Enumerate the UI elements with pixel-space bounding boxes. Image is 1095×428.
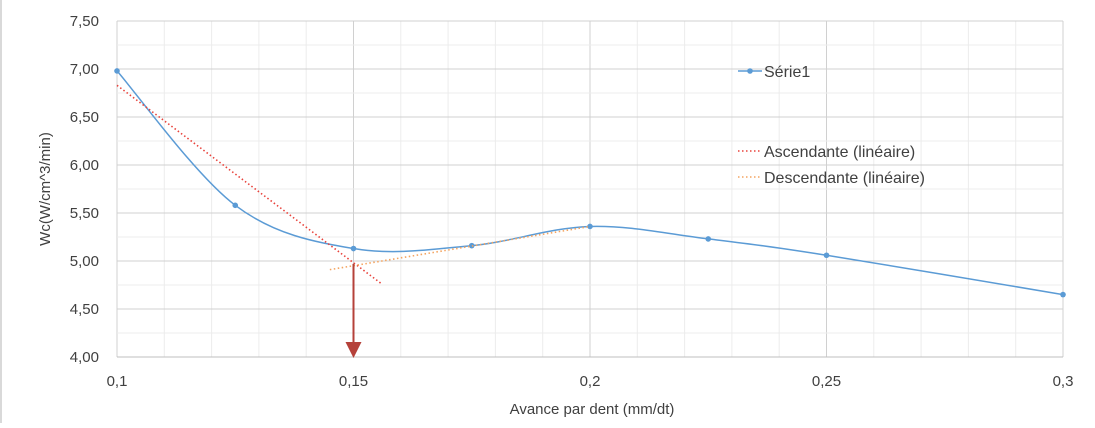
- tick-labels: 0,1 0,15 0,2 0,25 0,3 4,00 4,50 5,00 5,50 6,00 6,5…: [70, 13, 1074, 390]
- y-tick-label: 7,00: [70, 61, 99, 78]
- x-tick-label: 0,2: [580, 373, 601, 390]
- left-border: [0, 0, 2, 423]
- data-point: [350, 245, 357, 252]
- y-tick-label: 5,00: [70, 253, 99, 270]
- legend-label: Descendante (linéaire): [764, 170, 925, 187]
- annotation-layer: [345, 263, 362, 358]
- x-axis-label: Avance par dent (mm/dt): [510, 401, 675, 418]
- trendline-descendante: [329, 225, 591, 271]
- y-tick-label: 4,00: [70, 349, 99, 366]
- data-point: [468, 242, 475, 249]
- x-tick-label: 0,1: [107, 373, 128, 390]
- y-tick-label: 6,00: [70, 157, 99, 174]
- legend-marker: [747, 68, 753, 74]
- y-tick-label: 6,50: [70, 109, 99, 126]
- x-tick-label: 0,3: [1053, 373, 1074, 390]
- data-point: [114, 68, 120, 74]
- y-tick-label: 7,50: [70, 13, 99, 30]
- arrow-head: [345, 342, 362, 358]
- data-point: [705, 236, 712, 242]
- data-point: [587, 223, 593, 230]
- y-axis-label: Wc(W/cm^3/min): [37, 132, 54, 246]
- x-tick-label: 0,15: [339, 373, 368, 390]
- data-point: [1060, 291, 1066, 298]
- legend: Série1 Ascendante (linéaire) Descendante (…: [738, 64, 925, 187]
- grid: [116, 20, 1064, 358]
- legend-label: Série1: [764, 64, 810, 81]
- x-tick-label: 0,25: [812, 373, 841, 390]
- data-point: [232, 202, 239, 209]
- y-tick-label: 5,50: [70, 205, 99, 222]
- legend-label: Ascendante (linéaire): [764, 144, 915, 161]
- series-layer: [114, 68, 1066, 298]
- data-point: [823, 252, 830, 259]
- y-tick-label: 4,50: [70, 301, 99, 318]
- trendline-ascendante: [116, 84, 383, 285]
